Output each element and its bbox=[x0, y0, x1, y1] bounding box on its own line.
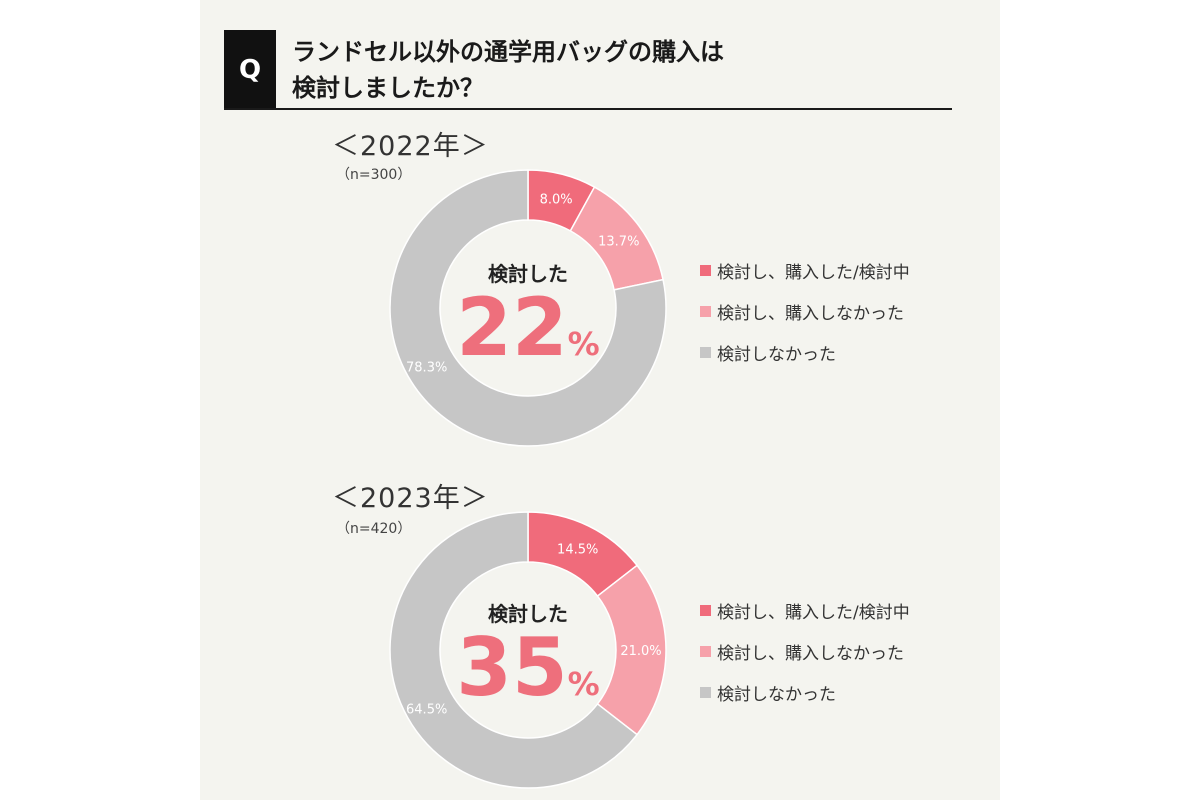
legend-item-not-bought: 検討し、購入しなかった bbox=[700, 639, 910, 664]
donut-chart-2022: 8.0% 13.7% 78.3% bbox=[388, 168, 668, 448]
legend-swatch-bought bbox=[700, 604, 711, 616]
year-label-2022: ＜2022年＞ bbox=[332, 131, 489, 162]
sample-size-2022: （n=300） bbox=[336, 167, 412, 183]
legend-swatch-not-considered bbox=[700, 686, 711, 698]
legend-item-bought: 検討し、購入した/検討中 bbox=[700, 258, 910, 283]
legend-swatch-not-bought bbox=[700, 645, 711, 657]
center-title-2023: 検討した bbox=[488, 602, 568, 626]
question-line-2: 検討しましたか？ bbox=[292, 74, 484, 102]
slice-label-bought: 14.5% bbox=[557, 543, 598, 558]
legend-2022: 検討し、購入した/検討中 検討し、購入しなかった 検討しなかった bbox=[700, 258, 910, 381]
donut-svg: 14.5% 21.0% 64.5% bbox=[389, 511, 667, 789]
slice-not-considered bbox=[389, 169, 667, 447]
center-value-2022: 22% bbox=[428, 288, 628, 384]
chart-panel: Q ランドセル以外の通学用バッグの購入は 検討しましたか？ ＜2022年＞ （n… bbox=[200, 0, 1000, 800]
sample-size-2023: （n=420） bbox=[336, 521, 412, 537]
center-number-2023: 35 bbox=[456, 621, 568, 714]
year-label-2023: ＜2023年＞ bbox=[332, 483, 489, 514]
center-unit-2023: % bbox=[567, 665, 600, 703]
donut-chart-2023: 14.5% 21.0% 64.5% bbox=[388, 510, 668, 790]
center-title-2022: 検討した bbox=[488, 262, 568, 286]
slice-label-not-considered: 64.5% bbox=[406, 703, 447, 718]
center-unit-2022: % bbox=[567, 325, 600, 363]
legend-item-not-considered: 検討しなかった bbox=[700, 680, 910, 705]
question-line-1: ランドセル以外の通学用バッグの購入は bbox=[292, 38, 724, 66]
slice-label-not-bought: 13.7% bbox=[598, 235, 639, 250]
legend-label-bought: 検討し、購入した/検討中 bbox=[717, 602, 910, 623]
question-text: ランドセル以外の通学用バッグの購入は 検討しましたか？ bbox=[292, 34, 952, 106]
legend-swatch-bought bbox=[700, 264, 711, 276]
center-value-2023: 35% bbox=[428, 628, 628, 724]
legend-swatch-not-bought bbox=[700, 305, 711, 317]
center-number-2022: 22 bbox=[456, 281, 568, 374]
question-badge: Q bbox=[224, 30, 276, 110]
legend-label-not-considered: 検討しなかった bbox=[717, 344, 836, 365]
donut-svg: 8.0% 13.7% 78.3% bbox=[389, 169, 667, 447]
slice-not-considered bbox=[389, 511, 639, 789]
legend-2023: 検討し、購入した/検討中 検討し、購入しなかった 検討しなかった bbox=[700, 598, 910, 721]
legend-label-not-considered: 検討しなかった bbox=[717, 684, 836, 705]
legend-label-bought: 検討し、購入した/検討中 bbox=[717, 262, 910, 283]
legend-swatch-not-considered bbox=[700, 346, 711, 358]
slice-label-bought: 8.0% bbox=[540, 193, 573, 208]
legend-label-not-bought: 検討し、購入しなかった bbox=[717, 643, 904, 664]
legend-item-not-considered: 検討しなかった bbox=[700, 340, 910, 365]
slice-label-not-considered: 78.3% bbox=[406, 361, 447, 376]
legend-item-not-bought: 検討し、購入しなかった bbox=[700, 299, 910, 324]
slice-label-not-bought: 21.0% bbox=[620, 644, 661, 659]
legend-label-not-bought: 検討し、購入しなかった bbox=[717, 303, 904, 324]
question-divider bbox=[224, 108, 952, 110]
legend-item-bought: 検討し、購入した/検討中 bbox=[700, 598, 910, 623]
